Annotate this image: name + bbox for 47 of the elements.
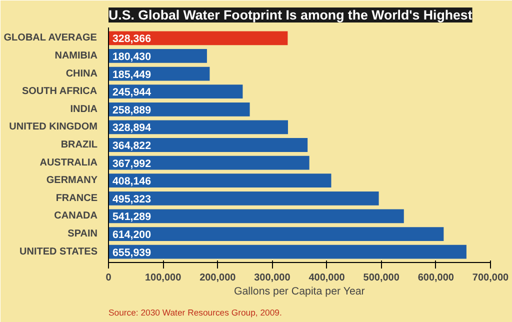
y-tick-label: UNITED KINGDOM xyxy=(9,122,98,133)
data-label: 328,366 xyxy=(112,33,152,46)
chart-title: U.S. Global Water Footprint Is among the World's Highest xyxy=(108,8,473,22)
bar xyxy=(108,102,250,116)
y-tick-label: NAMIBIA xyxy=(54,50,98,62)
bar xyxy=(108,138,308,152)
data-label: 367,992 xyxy=(112,158,152,170)
data-label: 185,449 xyxy=(112,68,152,81)
x-tick-label: 500,000 xyxy=(363,272,400,284)
source-note: Source: 2030 Water Resources Group, 2009. xyxy=(108,308,282,318)
data-label: 328,894 xyxy=(112,122,152,134)
data-label: 245,944 xyxy=(112,86,152,99)
data-label: 495,323 xyxy=(112,193,152,206)
data-label: 364,822 xyxy=(112,140,152,152)
y-tick-label: SOUTH AFRICA xyxy=(22,86,98,98)
x-tick-label: 600,000 xyxy=(418,272,454,284)
y-tick-label: GLOBAL AVERAGE xyxy=(4,32,98,44)
data-label: 258,889 xyxy=(112,104,152,116)
bar xyxy=(108,156,310,170)
x-tick-label: 400,000 xyxy=(308,272,346,284)
data-label: 180,430 xyxy=(112,50,152,63)
y-tick-label: CHINA xyxy=(66,68,98,80)
x-tick-label: 0 xyxy=(106,272,112,284)
data-label: 655,939 xyxy=(112,246,152,259)
y-tick-label: UNITED STATES xyxy=(20,246,98,258)
bar xyxy=(108,227,444,241)
data-label: 541,289 xyxy=(112,211,152,224)
y-tick-label: AUSTRALIA xyxy=(40,157,98,168)
bar xyxy=(108,174,332,188)
bar xyxy=(108,209,404,224)
x-tick-label: 300,000 xyxy=(254,272,291,284)
data-label: 408,146 xyxy=(112,176,152,188)
x-tick-label: 700,000 xyxy=(472,272,510,284)
bar xyxy=(108,31,288,46)
y-tick-label: GERMANY xyxy=(46,175,98,186)
y-tick-label: FRANCE xyxy=(56,192,98,204)
y-tick-label: INDIA xyxy=(70,104,98,115)
y-tick-label: CANADA xyxy=(54,210,98,222)
x-tick-label: 200,000 xyxy=(200,272,236,284)
bar xyxy=(108,244,466,259)
x-tick-label: 100,000 xyxy=(145,272,182,284)
y-tick-label: SPAIN xyxy=(68,228,98,240)
bar xyxy=(108,84,243,99)
y-tick-label: BRAZIL xyxy=(60,140,98,150)
x-axis-title: Gallons per Capita per Year xyxy=(234,286,366,298)
bar xyxy=(108,191,379,206)
data-label: 614,200 xyxy=(112,229,152,242)
